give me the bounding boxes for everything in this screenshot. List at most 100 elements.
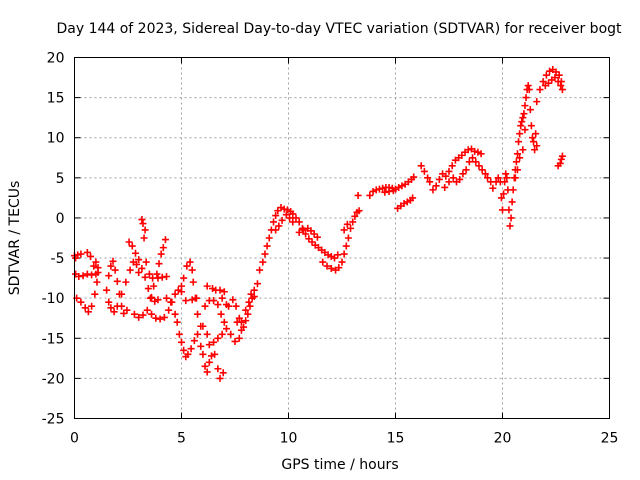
data-point	[141, 273, 149, 281]
x-tick-label: 5	[177, 431, 186, 447]
data-point	[278, 216, 286, 224]
data-point	[366, 191, 374, 199]
data-point	[94, 264, 102, 272]
data-point	[524, 82, 532, 90]
data-point	[528, 134, 536, 142]
data-point	[519, 114, 527, 122]
data-point	[135, 313, 143, 321]
data-point	[201, 302, 209, 310]
data-point	[133, 260, 141, 268]
data-point	[186, 258, 194, 266]
data-point	[210, 297, 218, 305]
data-point	[551, 74, 559, 82]
data-points	[71, 66, 566, 382]
data-point	[242, 306, 250, 314]
data-point	[203, 368, 211, 376]
data-point	[184, 350, 192, 358]
data-point	[194, 330, 202, 338]
data-point	[225, 302, 233, 310]
data-point	[201, 362, 209, 370]
x-tick-label: 10	[280, 431, 298, 447]
data-point	[502, 170, 510, 178]
data-point	[81, 304, 89, 312]
data-point	[531, 146, 539, 154]
data-point	[180, 274, 188, 282]
data-point	[107, 304, 115, 312]
data-point	[558, 86, 566, 94]
gridlines	[74, 57, 610, 419]
data-point	[156, 315, 164, 323]
data-point	[340, 250, 348, 258]
data-point	[128, 242, 136, 250]
data-point	[90, 262, 98, 270]
data-point	[331, 254, 339, 262]
data-point	[244, 310, 252, 318]
data-point	[203, 282, 211, 290]
data-point	[511, 174, 519, 182]
data-point	[178, 282, 185, 290]
data-point	[161, 236, 169, 244]
data-point	[355, 207, 363, 215]
data-point	[274, 207, 282, 215]
data-point	[477, 150, 485, 158]
data-point	[340, 226, 348, 234]
data-point	[83, 248, 91, 256]
data-point	[105, 272, 113, 280]
x-tick-label: 0	[70, 431, 79, 447]
data-point	[247, 290, 255, 298]
data-point	[250, 286, 258, 294]
data-point	[525, 86, 533, 94]
data-point	[462, 166, 470, 174]
data-point	[214, 365, 222, 373]
data-point	[214, 301, 222, 309]
data-point	[533, 98, 541, 106]
data-point	[263, 242, 271, 250]
data-point	[139, 311, 147, 319]
data-point	[347, 224, 355, 232]
data-point	[289, 218, 297, 226]
data-point	[192, 294, 200, 302]
data-point	[265, 234, 273, 242]
data-point	[155, 260, 163, 268]
y-tick-label: -15	[42, 331, 65, 347]
data-point	[552, 68, 560, 76]
data-point	[469, 154, 477, 162]
y-tick-labels: 20 15 10 5 0 -5 -10 -15 -20 -25	[42, 51, 65, 428]
data-point	[459, 170, 467, 178]
data-point	[513, 150, 521, 158]
data-point	[214, 334, 222, 342]
data-point	[494, 174, 502, 182]
data-point	[152, 314, 160, 322]
data-point	[227, 330, 235, 338]
data-point	[145, 270, 153, 278]
data-point	[144, 285, 152, 293]
data-point	[246, 302, 254, 310]
data-point	[141, 226, 149, 234]
data-point	[253, 280, 261, 288]
data-point	[282, 211, 290, 219]
data-point	[143, 306, 151, 314]
data-point	[237, 318, 245, 326]
y-tick-label: 20	[47, 51, 65, 67]
data-point	[432, 182, 440, 190]
data-point	[503, 174, 511, 182]
data-point	[275, 222, 283, 230]
data-point	[516, 130, 524, 138]
data-point	[299, 226, 307, 234]
data-point	[533, 142, 541, 150]
data-point	[517, 122, 525, 130]
data-point	[305, 235, 313, 243]
data-point	[135, 256, 143, 264]
data-point	[481, 170, 489, 178]
data-point	[335, 264, 343, 272]
data-point	[449, 174, 457, 182]
data-point	[235, 334, 243, 342]
data-point	[219, 369, 227, 377]
data-point	[497, 194, 505, 202]
data-point	[148, 293, 156, 301]
data-point	[313, 233, 321, 241]
data-point	[507, 214, 515, 222]
data-point	[445, 167, 453, 175]
data-point	[153, 270, 161, 278]
